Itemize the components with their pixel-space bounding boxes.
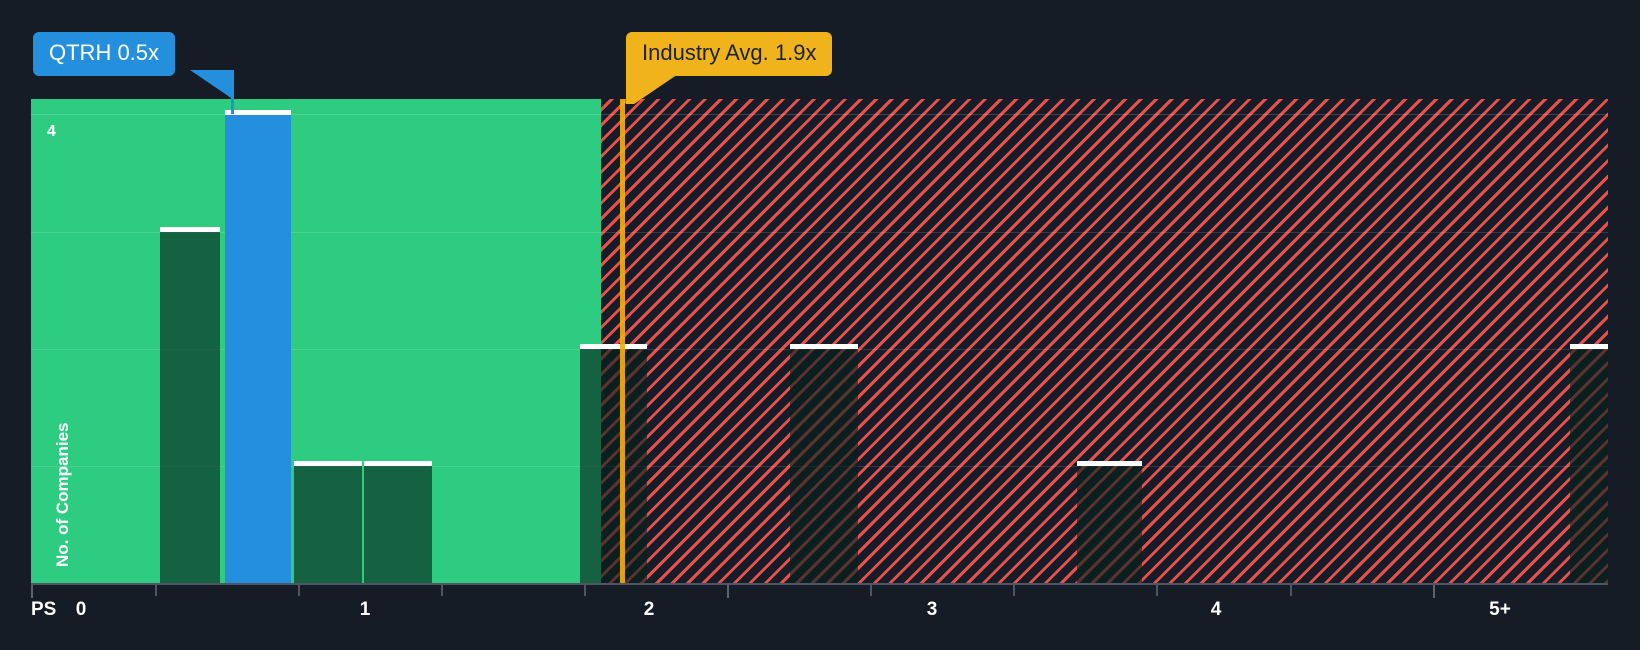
x-tick-label-0: 0: [75, 599, 87, 620]
table-row[interactable]: [160, 227, 220, 583]
bar-highlight-qtrh[interactable]: [225, 110, 291, 583]
y-tick-label-4: 4: [47, 123, 57, 140]
x-axis-title: PS: [31, 599, 57, 620]
x-tick-label-4: 4: [1210, 599, 1222, 620]
x-tick-minor: [1290, 585, 1292, 596]
bar-cap: [225, 110, 291, 115]
expensive-region-hatched: [601, 99, 1608, 583]
company-tooltip-connector: [231, 78, 234, 114]
bar-cap: [294, 461, 362, 466]
bar-cap: [364, 461, 432, 466]
x-tick-label-3: 3: [926, 599, 938, 620]
bar-cap: [1077, 461, 1142, 466]
x-axis-line: [31, 583, 1608, 585]
gridline-4: [31, 114, 1608, 115]
x-tick-label-2: 2: [643, 599, 655, 620]
x-tick-label-1: 1: [359, 599, 371, 620]
x-tick-minor: [870, 585, 872, 596]
gridline-3: [31, 232, 1608, 233]
company-tooltip-tail: [190, 70, 234, 100]
table-row[interactable]: [364, 461, 432, 583]
company-tooltip[interactable]: QTRH 0.5x: [33, 32, 176, 77]
table-row[interactable]: [580, 344, 647, 583]
x-tick-minor: [1013, 585, 1015, 596]
table-row[interactable]: [1570, 344, 1608, 583]
industry-tooltip-tail: [626, 70, 684, 104]
industry-tooltip[interactable]: Industry Avg. 1.9x: [626, 32, 833, 77]
industry-average-line: [620, 99, 625, 583]
bar-cap: [790, 344, 858, 349]
x-tick-2: [1433, 585, 1435, 598]
x-tick-minor: [298, 585, 300, 596]
x-tick-minor: [155, 585, 157, 596]
x-tick-minor: [441, 585, 443, 596]
plot-area: 4 No. of Companies: [31, 99, 1608, 583]
table-row[interactable]: [1077, 461, 1142, 583]
table-row[interactable]: [790, 344, 858, 583]
bar-cap: [580, 344, 647, 349]
table-row[interactable]: [294, 461, 362, 583]
x-tick-label-5p: 5+: [1489, 599, 1511, 620]
x-tick-1: [727, 585, 729, 598]
x-tick-minor: [584, 585, 586, 596]
x-tick-minor: [1156, 585, 1158, 596]
bar-cap: [1570, 344, 1608, 349]
y-axis-title: No. of Companies: [53, 422, 72, 567]
bar-cap: [160, 227, 220, 232]
x-tick-0: [31, 585, 33, 598]
